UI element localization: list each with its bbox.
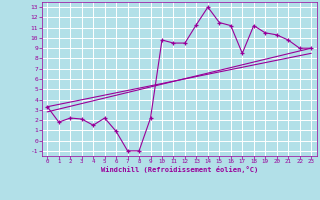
X-axis label: Windchill (Refroidissement éolien,°C): Windchill (Refroidissement éolien,°C) (100, 166, 258, 173)
